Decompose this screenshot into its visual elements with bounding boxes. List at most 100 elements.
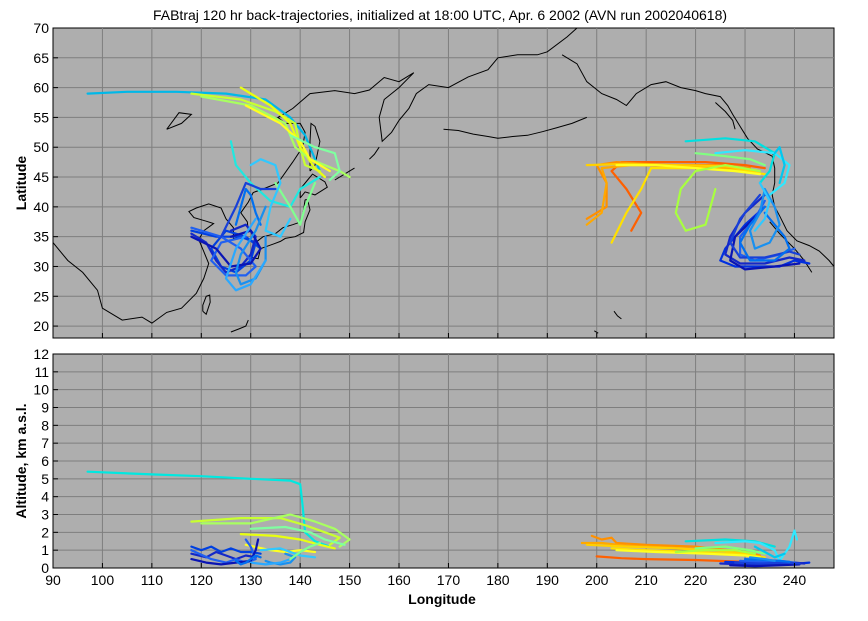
map-trajectory-line xyxy=(753,181,771,232)
map-trajectory-line xyxy=(729,211,801,271)
altitude-x-tick-label: 190 xyxy=(536,572,560,588)
map-y-tick-label: 20 xyxy=(33,318,49,334)
map-trajectory-line xyxy=(585,164,756,226)
map-y-tick-label: 65 xyxy=(33,50,49,66)
coastline xyxy=(299,173,328,199)
map-trajectory-line xyxy=(684,137,776,185)
map-y-tick-label: 50 xyxy=(33,139,49,155)
altitude-y-tick-label: 10 xyxy=(33,382,49,398)
map-ticks: 20 25 30 35 40 45 50 55 60 65 70 xyxy=(33,20,795,338)
map-y-tick-label: 35 xyxy=(33,229,49,245)
altitude-x-tick-label: 210 xyxy=(634,572,658,588)
altitude-trajectory-line xyxy=(729,563,801,568)
map-trajectories xyxy=(86,86,811,292)
coastline xyxy=(715,102,736,130)
altitude-y-tick-label: 9 xyxy=(41,400,49,416)
map-trajectory-line xyxy=(190,226,257,277)
altitude-trajectory-line xyxy=(585,543,756,557)
map-y-tick-label: 30 xyxy=(33,258,49,274)
altitude-x-tick-label: 100 xyxy=(91,572,115,588)
altitude-y-tick-label: 8 xyxy=(41,417,49,433)
altitude-trajectory-line xyxy=(734,561,801,565)
altitude-trajectory-line xyxy=(190,545,262,555)
altitude-trajectory-line xyxy=(239,533,336,550)
coastline xyxy=(52,27,578,324)
altitude-trajectory-line xyxy=(615,549,761,559)
altitude-x-tick-label: 160 xyxy=(387,572,411,588)
map-y-tick-label: 45 xyxy=(33,169,49,185)
altitude-trajectory-line xyxy=(249,558,292,566)
map-trajectory-line xyxy=(694,152,766,167)
altitude-y-tick-label: 11 xyxy=(34,364,49,380)
altitude-trajectory-line xyxy=(244,543,317,554)
map-trajectory-line xyxy=(86,90,321,173)
coastline xyxy=(594,330,599,334)
altitude-y-tick-label: 4 xyxy=(41,489,49,505)
map-trajectory-line xyxy=(773,146,786,185)
map-trajectory-line xyxy=(748,187,781,250)
map-y-tick-label: 55 xyxy=(33,109,49,125)
altitude-trajectory-line xyxy=(694,545,766,555)
map-trajectory-line xyxy=(220,181,277,238)
map-trajectory-line xyxy=(244,104,331,173)
altitude-trajectory-line xyxy=(249,525,346,546)
coastline xyxy=(202,294,211,316)
altitude-trajectory-line xyxy=(190,517,341,546)
map-y-tick-label: 25 xyxy=(33,288,49,304)
coastline xyxy=(166,112,193,130)
altitude-trajectories xyxy=(86,470,811,568)
altitude-trajectory-line xyxy=(190,538,260,566)
map-trajectory-line xyxy=(190,92,321,173)
map-y-tick-label: 40 xyxy=(33,199,49,215)
altitude-grid xyxy=(53,354,834,568)
altitude-trajectory-line xyxy=(190,538,257,564)
altitude-trajectory-line xyxy=(259,547,317,559)
altitude-x-tick-label: 90 xyxy=(45,572,61,588)
altitude-x-tick-label: 240 xyxy=(783,572,807,588)
altitude-ticks: 90 100 110 120 130 140 150 160 170 180 190 200 210 22… xyxy=(33,346,806,588)
altitude-trajectory-line xyxy=(86,470,331,548)
altitude-trajectory-line xyxy=(289,541,321,561)
map-trajectory-line xyxy=(615,164,761,176)
map-trajectory-line xyxy=(674,164,761,232)
altitude-trajectory-line xyxy=(674,549,756,555)
altitude-x-tick-label: 140 xyxy=(288,572,312,588)
altitude-y-tick-label: 7 xyxy=(41,435,49,451)
altitude-x-tick-label: 200 xyxy=(585,572,609,588)
altitude-x-tick-label: 220 xyxy=(684,572,708,588)
map-trajectory-line xyxy=(249,158,292,238)
altitude-x-tick-label: 170 xyxy=(437,572,461,588)
altitude-trajectory-line xyxy=(753,545,786,559)
map-trajectory-line xyxy=(190,229,262,268)
altitude-x-tick-label: 130 xyxy=(239,572,263,588)
altitude-y-tick-label: 2 xyxy=(41,524,49,540)
coastline xyxy=(561,54,835,267)
coastline xyxy=(230,319,249,333)
altitude-y-tick-label: 12 xyxy=(33,346,49,362)
map-trajectory-line xyxy=(229,140,321,208)
altitude-panel: 90 100 110 120 130 140 150 160 170 180 190 200 210 22… xyxy=(13,346,835,607)
altitude-y-tick-label: 1 xyxy=(41,542,49,558)
altitude-trajectory-line xyxy=(748,556,776,562)
map-y-axis-label: Latitude xyxy=(13,156,29,211)
coastline xyxy=(613,310,622,320)
figure-title: FABtraj 120 hr back-trajectories, initia… xyxy=(153,7,727,23)
map-y-tick-label: 70 xyxy=(33,20,49,36)
map-trajectory-line xyxy=(274,181,317,226)
altitude-x-tick-label: 150 xyxy=(338,572,362,588)
altitude-y-tick-label: 3 xyxy=(41,507,49,523)
map-trajectory-line xyxy=(289,134,341,182)
altitude-x-tick-label: 110 xyxy=(141,572,164,588)
altitude-y-tick-label: 6 xyxy=(41,453,49,469)
altitude-x-tick-label: 120 xyxy=(190,572,214,588)
map-panel: 20 25 30 35 40 45 50 55 60 65 70 Latitude xyxy=(13,20,835,339)
map-trajectory-line xyxy=(239,86,326,179)
coastline xyxy=(443,116,587,139)
altitude-x-tick-label: 180 xyxy=(486,572,510,588)
x-axis-label: Longitude xyxy=(408,591,476,607)
altitude-y-tick-label: 5 xyxy=(41,471,49,487)
coastline xyxy=(369,146,380,160)
map-plot-area xyxy=(52,27,835,339)
map-grid xyxy=(53,28,834,338)
